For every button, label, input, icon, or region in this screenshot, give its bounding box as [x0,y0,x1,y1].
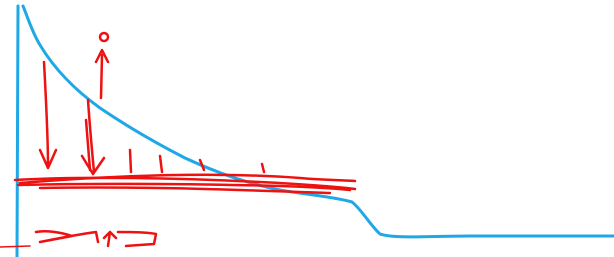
up-arrow [96,50,108,98]
left-stub [0,246,30,247]
bottom-scribble [104,232,156,246]
tick-mark [160,156,162,172]
sketch-canvas [0,0,614,257]
bottom-scribble [36,231,98,242]
down-arrow [82,100,104,174]
tick-mark [262,164,264,172]
page: Sketch {} html, body { margin: 0; paddin… [0,0,614,257]
tick-mark [130,150,131,172]
vertical-axis [17,6,18,257]
decay-curve [23,6,614,237]
down-arrow [40,62,56,168]
small-circle [100,33,108,41]
page-body [0,0,614,257]
